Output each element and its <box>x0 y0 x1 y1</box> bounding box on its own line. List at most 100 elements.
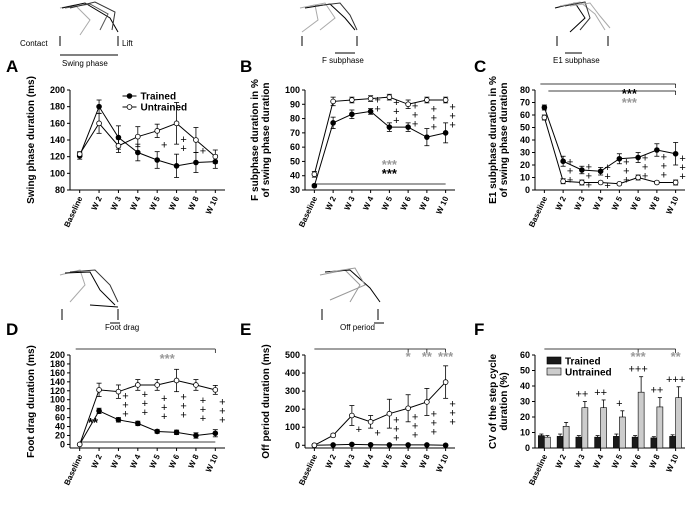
y-tick-label: 100 <box>285 422 300 432</box>
data-point <box>367 441 374 448</box>
data-point <box>311 171 318 178</box>
legend-label: Untrained <box>565 368 612 379</box>
significance-plus: + <box>604 180 610 192</box>
significance-plus: + <box>449 101 455 113</box>
data-point <box>76 441 83 448</box>
bar <box>675 397 682 449</box>
data-point <box>442 442 449 449</box>
y-tick-label: 40 <box>290 171 300 181</box>
x-tick-label: W 5 <box>610 453 624 470</box>
data-point <box>115 143 122 149</box>
significance-plus: + <box>161 393 167 405</box>
data-point <box>442 130 449 136</box>
panel-letter: F <box>474 320 484 339</box>
illustration-a <box>59 1 119 56</box>
significance-plus: + <box>642 171 648 183</box>
significance-stars: * <box>406 349 412 364</box>
data-point <box>96 387 102 393</box>
significance-plus: + <box>586 179 592 191</box>
significance-stars: *** <box>438 349 454 364</box>
y-tick-label: 40 <box>55 422 65 432</box>
x-tick-label: Baseline <box>62 453 84 487</box>
significance-plus: + <box>661 151 667 163</box>
data-point <box>115 388 122 395</box>
y-axis-title: of swing phase duration <box>261 82 272 197</box>
bar <box>600 407 607 449</box>
significance-plus: + <box>586 170 592 182</box>
data-point <box>597 168 604 175</box>
y-axis-title: CV of the step cycle <box>488 354 499 449</box>
series-line <box>79 105 216 167</box>
significance-plus: + <box>661 160 667 172</box>
data-point <box>541 104 548 111</box>
x-tick-label: W 10 <box>664 195 680 216</box>
significance-plus: + <box>374 95 380 107</box>
x-tick-label: W 10 <box>434 195 450 216</box>
data-point <box>96 120 102 127</box>
y-tick-label: 180 <box>50 359 65 369</box>
data-point <box>349 97 355 103</box>
significance-plus: + <box>180 409 186 421</box>
significance-plus: + <box>623 174 629 186</box>
y-tick-label: 120 <box>50 386 65 396</box>
significance-plus: + <box>356 424 362 436</box>
y-tick-label: 80 <box>520 85 530 95</box>
x-tick-label: W 6 <box>629 195 643 212</box>
data-point <box>560 158 566 165</box>
x-tick-label: W 4 <box>591 195 605 212</box>
significance-plus: + <box>449 417 455 429</box>
series-line <box>543 107 676 172</box>
significance-plus: + <box>431 122 437 134</box>
significance-plus: + <box>431 426 437 438</box>
y-tick-label: 0 <box>525 443 530 453</box>
y-tick-label: 100 <box>50 168 65 178</box>
y-tick-label: 100 <box>285 85 300 95</box>
data-point <box>405 442 411 448</box>
x-tick-label: W 8 <box>648 453 662 470</box>
x-tick-label: W 4 <box>591 453 605 470</box>
data-point <box>349 111 355 118</box>
significance-plus: + <box>431 104 437 116</box>
data-point <box>654 179 660 186</box>
y-axis-title: of swing phase duration <box>499 82 510 197</box>
y-tick-label: 180 <box>50 102 65 112</box>
y-tick-label: 40 <box>520 135 530 145</box>
panel-letter: C <box>474 57 486 76</box>
legend-label: Untrained <box>141 103 188 114</box>
y-axis-title: F subphase duration in % <box>250 79 261 201</box>
y-tick-label: 60 <box>290 142 300 152</box>
illustration-label: Swing phase <box>62 59 108 68</box>
data-point <box>154 157 160 163</box>
x-tick-label: W 10 <box>434 453 450 474</box>
significance-plus: + <box>200 413 206 425</box>
x-tick-label: W 3 <box>109 195 123 212</box>
significance-stars: *** <box>631 349 647 364</box>
x-tick-label: W 2 <box>554 453 568 470</box>
significance-stars: *** <box>160 351 176 366</box>
data-point <box>311 442 318 449</box>
x-tick-label: W 5 <box>610 195 624 212</box>
significance-stars: ** <box>671 349 682 364</box>
y-tick-label: 200 <box>50 350 65 360</box>
significance-plus: + <box>679 171 685 183</box>
significance-plus: + <box>449 110 455 122</box>
illustration-label: Foot drag <box>105 323 139 332</box>
y-tick-label: 10 <box>520 428 530 438</box>
y-tick-label: 80 <box>290 114 300 124</box>
data-point <box>424 442 430 448</box>
x-tick-label: W 5 <box>148 195 162 212</box>
plot <box>541 104 679 187</box>
significance-plus: + <box>623 156 629 168</box>
data-point <box>405 101 411 108</box>
y-tick-label: 30 <box>290 185 300 195</box>
significance-plus: +++ <box>666 374 685 386</box>
data-point <box>654 147 660 153</box>
bar <box>637 391 645 449</box>
legend-label: Trained <box>565 357 601 368</box>
y-tick-label: 120 <box>50 152 65 162</box>
data-point <box>442 379 449 385</box>
bar <box>538 435 545 449</box>
y-tick-label: 60 <box>55 413 65 423</box>
bar <box>556 436 564 449</box>
significance-plus: + <box>142 407 148 419</box>
